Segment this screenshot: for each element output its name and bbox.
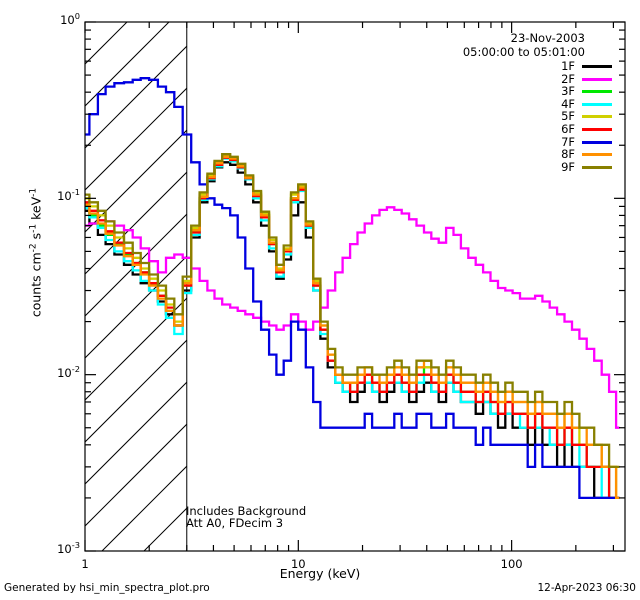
plot-frame bbox=[84, 21, 626, 552]
legend-label-3f: 3F bbox=[561, 84, 575, 99]
legend-swatch-8f bbox=[582, 153, 612, 157]
observation-date-label: 23-Nov-2003 bbox=[510, 31, 585, 45]
series-line-6f bbox=[85, 156, 620, 500]
y-tick-label-1e0: 100 bbox=[60, 11, 80, 27]
series-line-9f bbox=[85, 153, 620, 469]
legend-swatch-3f bbox=[582, 90, 612, 94]
annotation-includes-background: Includes Background bbox=[186, 504, 307, 518]
legend-label-4f: 4F bbox=[561, 96, 575, 111]
legend-label-2f: 2F bbox=[561, 71, 575, 86]
y-axis-label: counts cm-2 s-1 keV-1 bbox=[28, 133, 44, 373]
legend-label-8f: 8F bbox=[561, 147, 575, 162]
x-tick-label-100: 100 bbox=[500, 557, 523, 571]
series-line-7f bbox=[85, 77, 620, 500]
annotation-attenuator-state: Att A0, FDecim 3 bbox=[186, 516, 284, 530]
legend-label-7f: 7F bbox=[561, 134, 575, 149]
legend-swatch-5f bbox=[582, 115, 612, 119]
legend-swatch-4f bbox=[582, 102, 612, 106]
series-line-8f bbox=[85, 155, 620, 500]
y-axis-label-text: counts cm bbox=[28, 252, 44, 318]
footer-generator-text: Generated by hsi_min_spectra_plot.pro bbox=[4, 582, 210, 594]
legend-swatch-1f bbox=[582, 65, 612, 68]
series-line-3f bbox=[85, 156, 620, 500]
legend-label-1f: 1F bbox=[561, 59, 575, 73]
legend-swatch-7f bbox=[582, 140, 612, 144]
x-tick-label-1: 1 bbox=[81, 557, 89, 571]
y-tick-label-1e-3: 10-3 bbox=[57, 540, 80, 556]
legend-label-6f: 6F bbox=[561, 122, 575, 136]
y-axis-exp-2: -1 bbox=[28, 223, 39, 233]
y-tick-label-1e-1: 10-1 bbox=[57, 187, 80, 204]
y-axis-label-mid: s bbox=[28, 232, 44, 244]
series-line-1f bbox=[85, 161, 620, 500]
legend-swatch-6f bbox=[582, 128, 612, 131]
series-line-4f bbox=[85, 157, 620, 500]
x-tick-label-10: 10 bbox=[290, 557, 306, 571]
legend-label-5f: 5F bbox=[561, 109, 575, 124]
footer-timestamp: 12-Apr-2023 06:30 bbox=[537, 582, 636, 594]
x-axis-label: Energy (keV) bbox=[279, 566, 361, 581]
legend-swatch-9f bbox=[582, 165, 612, 169]
legend-label-9f: 9F bbox=[561, 159, 575, 174]
y-axis-exp-1: -2 bbox=[28, 243, 39, 253]
y-tick-label-1e-2: 10-2 bbox=[57, 363, 80, 380]
legend-swatch-2f bbox=[582, 77, 612, 81]
observation-time-range-label: 05:00:00 to 05:01:00 bbox=[462, 45, 585, 59]
series-line-2f bbox=[85, 206, 620, 429]
